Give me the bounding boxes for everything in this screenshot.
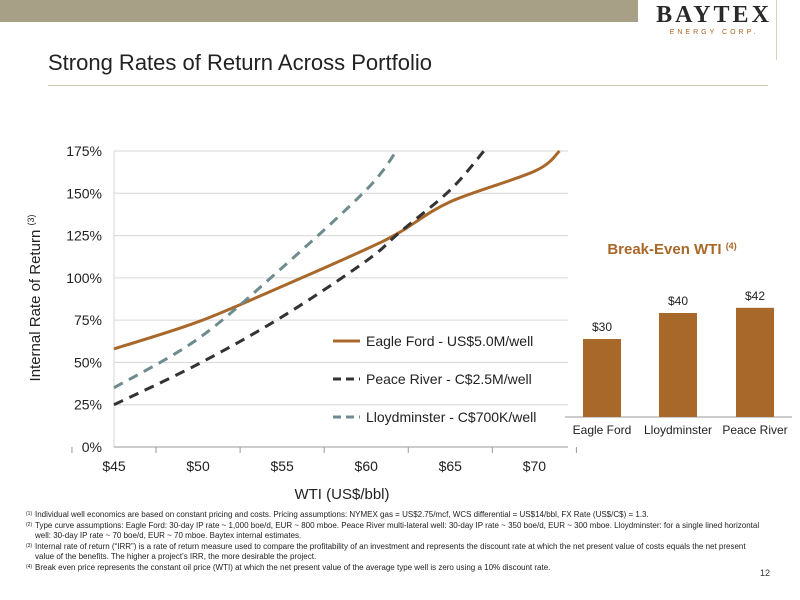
irr-y-tick-label: 100% — [66, 270, 102, 286]
title-divider — [48, 85, 768, 86]
footnote-2: (2) Type curve assumptions: Eagle Ford: 3… — [26, 521, 766, 542]
break-even-bar — [659, 313, 697, 417]
logo-wordmark: BAYTEX — [656, 2, 772, 28]
break-even-title-text: Break-Even WTI — [607, 241, 721, 258]
break-even-title: Break-Even WTI (4) — [607, 241, 736, 258]
footnote-4-marker: (4) — [26, 563, 33, 570]
irr-y-tick-label: 75% — [74, 312, 102, 328]
footnote-3-text: Internal rate of return (“IRR”) is a rat… — [35, 541, 746, 562]
break-even-bars: $30 Eagle Ford $40 Lloydminster $42 Peace Riv… — [565, 289, 792, 437]
irr-x-tick-label: $65 — [439, 458, 463, 474]
footnote-3: (3) Internal rate of return (“IRR”) is a … — [26, 542, 766, 563]
irr-y-axis-title: Internal Rate of Return (3) — [26, 215, 44, 382]
break-even-value-label: $30 — [592, 320, 612, 334]
irr-y-tick-label: 150% — [66, 185, 102, 201]
irr-legend-label: Lloydminster - C$700K/well — [366, 409, 536, 425]
page-number: 12 — [760, 568, 771, 578]
footnote-2-marker: (2) — [26, 521, 33, 528]
irr-y-tick-label: 175% — [66, 143, 102, 159]
footnotes: (1) Individual well economics are based o… — [26, 510, 766, 573]
irr-x-tick-label: $70 — [523, 458, 547, 474]
irr-y-axis-title-text: Internal Rate of Return — [27, 230, 44, 382]
baytex-logo: BAYTEX ENERGY CORP. — [646, 2, 782, 42]
irr-legend: Eagle Ford - US$5.0M/well Peace River - C… — [333, 333, 536, 425]
break-even-bar — [736, 307, 774, 417]
break-even-value-label: $40 — [668, 294, 688, 308]
break-even-bar — [583, 339, 621, 417]
footnote-1-marker: (1) — [26, 511, 33, 517]
irr-grid-lines — [71, 150, 577, 453]
page-title: Strong Rates of Return Across Portfolio — [48, 50, 432, 75]
irr-y-tick-label: 50% — [74, 354, 102, 370]
irr-y-axis-title-sup: (3) — [26, 215, 36, 226]
irr-y-tick-label: 25% — [74, 397, 102, 413]
break-even-title-sup: (4) — [726, 241, 737, 251]
irr-x-tick-label: $55 — [270, 458, 294, 474]
irr-x-tick-label: $45 — [102, 458, 126, 474]
irr-series-line — [113, 149, 561, 351]
irr-series-line — [113, 150, 486, 407]
footnote-4-text: Break even price represents the constant… — [35, 562, 551, 572]
irr-x-axis-title: WTI (US$/bbl) — [294, 486, 389, 503]
break-even-category-label: Eagle Ford — [573, 423, 632, 437]
irr-tick-labels: 0% 25% 50% 75% 100% 125% 150% 175% $45 $50 $55 $60 $… — [66, 143, 546, 474]
irr-line-chart: 0% 25% 50% 75% 100% 125% 150% 175% $45 $50 $55 $60 $… — [26, 143, 577, 503]
irr-x-tick-label: $50 — [186, 458, 210, 474]
logo-subtitle: ENERGY CORP. — [669, 29, 759, 36]
footnote-4: (4) Break even price represents the const… — [26, 563, 766, 574]
footnote-3-marker: (3) — [26, 542, 33, 549]
header-bar — [0, 0, 638, 22]
irr-legend-label: Peace River - C$2.5M/well — [366, 371, 532, 387]
break-even-value-label: $42 — [745, 289, 765, 303]
irr-series-lines — [113, 149, 561, 407]
irr-x-tick-label: $60 — [355, 458, 379, 474]
footnote-1-text: Individual well economics are based on c… — [35, 510, 649, 519]
footnote-2-text: Type curve assumptions: Eagle Ford: 30-d… — [35, 520, 760, 541]
irr-y-tick-label: 0% — [82, 439, 102, 455]
irr-legend-label: Eagle Ford - US$5.0M/well — [366, 333, 533, 349]
break-even-category-label: Peace River — [722, 423, 787, 437]
irr-y-tick-label: 125% — [66, 228, 102, 244]
logo-divider — [776, 0, 777, 60]
irr-series-line — [113, 150, 398, 390]
break-even-bar-chart: Break-Even WTI (4) $30 Eagle Ford $40 Lloyd… — [565, 241, 792, 437]
footnote-1: (1) Individual well economics are based o… — [26, 510, 766, 521]
break-even-category-label: Lloydminster — [644, 423, 712, 437]
